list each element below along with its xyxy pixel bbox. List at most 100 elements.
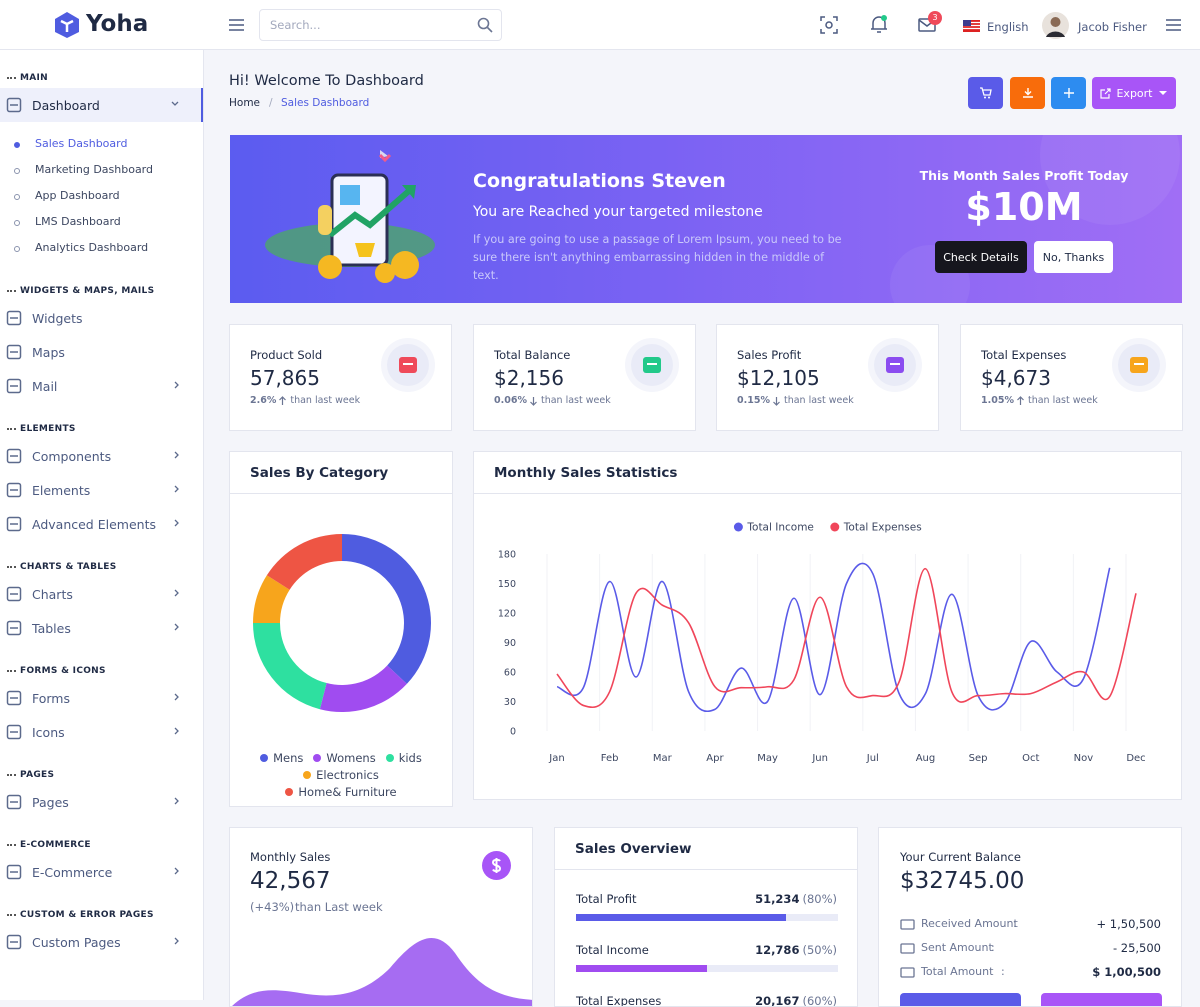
overview-value: 51,234 (80%)	[755, 892, 837, 906]
submenu-item[interactable]: Marketing Dashboard	[0, 157, 203, 183]
x-tick-label: Jul	[866, 753, 879, 764]
submenu: Sales Dashboard Marketing Dashboard App Da…	[0, 122, 203, 265]
balance-button[interactable]	[1041, 993, 1162, 1006]
x-tick-label: Mar	[653, 753, 673, 764]
language[interactable]: English	[987, 20, 1029, 34]
chevron	[174, 623, 179, 631]
legend-item[interactable]: Womens	[313, 751, 376, 765]
icon-shape	[6, 586, 22, 602]
submenu-item[interactable]: Sales Dashboard	[0, 131, 203, 157]
icon-shape	[6, 344, 22, 360]
overview-percent: (80%)	[802, 892, 837, 906]
avatar[interactable]	[1042, 12, 1069, 39]
trend-arrow	[279, 395, 287, 405]
menu-item[interactable]: Elements	[0, 473, 203, 507]
y-tick-label: 180	[498, 550, 516, 561]
balance-label: Total Amount	[921, 965, 994, 978]
menu-toggle[interactable]	[229, 19, 244, 31]
submenu-item[interactable]: Analytics Dashboard	[0, 235, 203, 261]
menu-icon	[6, 344, 22, 360]
stat-suffix: than last week	[540, 395, 611, 406]
breadcrumb-home[interactable]: Home	[229, 97, 261, 109]
menu-item[interactable]: Charts	[0, 577, 203, 611]
export-button[interactable]: Export	[1092, 77, 1176, 109]
cart-button[interactable]	[968, 77, 1003, 109]
breadcrumb-sep: /	[269, 97, 273, 109]
legend-item[interactable]: Home& Furniture	[285, 785, 397, 799]
menu-label: Charts	[32, 586, 73, 602]
donut-chart	[253, 534, 431, 712]
x-tick-label: Aug	[916, 753, 936, 764]
sidebar-section: CHARTS & TABLES Charts Tables	[0, 545, 203, 649]
legend-label: Electronics	[316, 768, 379, 782]
menu-icon	[6, 516, 22, 532]
legend-swatch	[260, 754, 269, 762]
stat-icon	[868, 338, 922, 392]
sidebar: MAIN Dashboard Sales Dashboard Marketing Da…	[0, 50, 204, 1000]
menu-icon	[6, 864, 22, 880]
menu-item[interactable]: Widgets	[0, 301, 203, 335]
donut-segment	[266, 534, 342, 590]
overview-number: 51,234	[755, 892, 800, 906]
bell-icon[interactable]	[870, 14, 888, 34]
stat-label: Sales Profit	[737, 348, 802, 362]
card-title: Sales Overview	[555, 828, 857, 870]
balance-value: $32745.00	[900, 868, 1025, 894]
chevron	[174, 451, 179, 459]
menu-item[interactable]: Forms	[0, 681, 203, 715]
menu-item[interactable]: E-Commerce	[0, 855, 203, 889]
download-button[interactable]	[1010, 77, 1045, 109]
balance-button[interactable]	[900, 993, 1021, 1006]
breadcrumb-current: Sales Dashboard	[281, 97, 370, 109]
menu-item[interactable]: Components	[0, 439, 203, 473]
stat-card: Total Expenses $4,673 1.05% than last week	[960, 324, 1183, 431]
balance-amount: - 25,500	[1112, 941, 1161, 955]
stat-label: Total Balance	[494, 348, 571, 362]
stat-change: 0.15% than last week	[737, 395, 854, 406]
flag-icon	[963, 20, 980, 32]
menu-icon	[6, 690, 22, 706]
legend-label: Mens	[273, 751, 304, 765]
add-button[interactable]	[1051, 77, 1086, 109]
menu-item[interactable]: Pages	[0, 785, 203, 819]
no-thanks-button[interactable]: No, Thanks	[1034, 241, 1113, 273]
overview-value: 20,167 (60%)	[755, 994, 837, 1007]
menu-item[interactable]: Icons	[0, 715, 203, 749]
stat-value: 57,865	[250, 366, 320, 390]
settings-menu[interactable]	[1166, 19, 1181, 31]
menu-item[interactable]: Dashboard	[0, 88, 203, 122]
overview-label: Total Profit	[576, 892, 637, 906]
x-tick-label: Jan	[548, 753, 564, 764]
stat-label: Product Sold	[250, 348, 323, 362]
stat-change-value: 1.05%	[981, 395, 1014, 406]
progress-track	[576, 914, 838, 921]
overview-percent: (60%)	[802, 994, 837, 1007]
icon-shape	[6, 97, 22, 113]
menu-item[interactable]: Advanced Elements	[0, 507, 203, 541]
fullscreen-icon[interactable]	[820, 16, 838, 34]
stat-change: 1.05% than last week	[981, 395, 1098, 406]
trend-arrow	[530, 396, 537, 406]
menu-item[interactable]: Custom Pages	[0, 925, 203, 959]
icon-shape	[6, 934, 22, 950]
menu-item[interactable]: Maps	[0, 335, 203, 369]
icon-shape	[6, 620, 22, 636]
submenu-item[interactable]: App Dashboard	[0, 183, 203, 209]
legend-item[interactable]: Mens	[260, 751, 303, 765]
legend-item[interactable]: kids	[385, 751, 422, 765]
trend-arrow-shape	[1017, 395, 1024, 405]
search-box[interactable]: Search...	[259, 9, 502, 41]
export-label: Export	[1116, 86, 1153, 100]
menu-item[interactable]: Mail	[0, 369, 203, 403]
menu-icon	[6, 724, 22, 740]
donut-segment	[342, 534, 431, 684]
y-tick-label: 30	[504, 697, 516, 708]
submenu-item[interactable]: LMS Dashboard	[0, 209, 203, 235]
overview-label: Total Expenses	[576, 994, 662, 1007]
check-details-button[interactable]: Check Details	[935, 241, 1027, 273]
stat-value: $12,105	[737, 366, 820, 390]
user-name[interactable]: Jacob Fisher	[1078, 20, 1147, 34]
legend-item[interactable]: Electronics	[303, 768, 379, 782]
icon-shape	[6, 482, 22, 498]
menu-item[interactable]: Tables	[0, 611, 203, 645]
